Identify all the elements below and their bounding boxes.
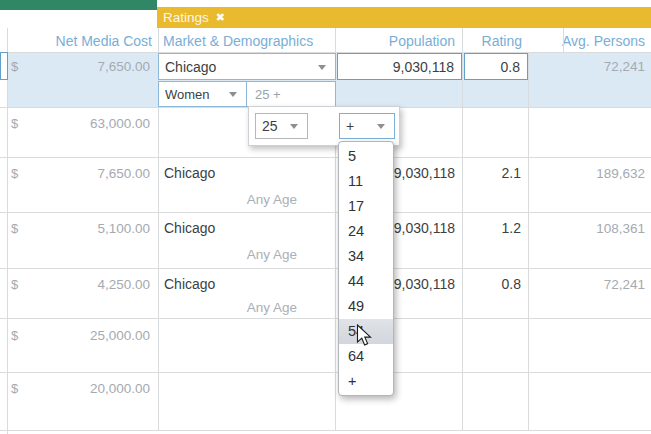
currency-symbol: $: [11, 59, 18, 75]
avg-persons-value: 189,632: [529, 166, 645, 182]
population-input-value: 9,030,118: [338, 59, 461, 75]
grid-line: [0, 372, 651, 373]
demographic-value: Any Age: [163, 300, 297, 316]
rating-value: 1.2: [462, 220, 521, 236]
rating-input-value: 0.8: [465, 59, 527, 75]
ratings-tab[interactable]: Ratings ✖: [157, 7, 651, 28]
age-range-editor-panel: 25 +: [248, 106, 400, 146]
chevron-down-icon[interactable]: [290, 124, 298, 129]
mouse-cursor-icon: [356, 324, 372, 347]
dropdown-item[interactable]: +: [339, 369, 393, 394]
rating-input[interactable]: 0.8: [464, 53, 528, 80]
market-combobox[interactable]: Chicago: [158, 53, 336, 80]
rating-value: 2.1: [462, 165, 521, 181]
dropdown-item[interactable]: 17: [339, 193, 393, 218]
market-value: Chicago: [164, 220, 215, 236]
ratings-tab-label: Ratings: [163, 10, 209, 25]
net-media-cost-value: 7,650.00: [40, 166, 150, 182]
avg-persons-value: 72,241: [529, 59, 645, 75]
gender-combobox[interactable]: Women: [158, 81, 247, 107]
chevron-down-icon[interactable]: [318, 65, 326, 70]
grid-line: [0, 318, 651, 319]
net-media-cost-value: 7,650.00: [40, 59, 150, 75]
net-media-cost-value: 5,100.00: [40, 221, 150, 237]
age-to-value: +: [340, 118, 354, 134]
dropdown-item[interactable]: 11: [339, 168, 393, 193]
chevron-down-icon[interactable]: [229, 92, 237, 97]
dropdown-item[interactable]: 34: [339, 243, 393, 268]
market-value: Chicago: [164, 165, 215, 181]
grid-line: [528, 52, 529, 430]
currency-symbol: $: [11, 381, 18, 397]
age-to-combobox[interactable]: +: [339, 113, 395, 139]
rating-value: 0.8: [462, 276, 521, 292]
dropdown-item[interactable]: 64: [339, 344, 393, 369]
column-header-population[interactable]: Population: [335, 33, 455, 49]
column-header-net-media-cost[interactable]: Net Media Cost: [7, 33, 152, 49]
demographic-value: Any Age: [163, 247, 297, 263]
market-combobox-value: Chicago: [159, 59, 216, 75]
currency-symbol: $: [11, 166, 18, 182]
net-media-cost-value: 25,000.00: [40, 328, 150, 344]
net-media-cost-value: 20,000.00: [40, 381, 150, 397]
grid-line: [7, 28, 8, 434]
avg-persons-value: 72,241: [529, 277, 645, 293]
currency-symbol: $: [11, 221, 18, 237]
dropdown-item[interactable]: 44: [339, 268, 393, 293]
close-icon[interactable]: ✖: [216, 11, 225, 24]
currency-symbol: $: [11, 277, 18, 293]
column-header-avg-persons[interactable]: Avg. Persons: [529, 33, 645, 49]
avg-persons-value: 108,361: [529, 221, 645, 237]
age-range-field[interactable]: 25 +: [246, 81, 336, 107]
grid-line: [0, 212, 651, 213]
grid-line: [563, 28, 564, 52]
age-from-value: 25: [256, 118, 278, 134]
age-range-field-value: 25 +: [247, 87, 281, 102]
toolbar-green-strip: [0, 0, 157, 10]
age-from-combobox[interactable]: 25: [255, 113, 308, 139]
row-handle-cell[interactable]: [0, 52, 8, 80]
demographic-value: Any Age: [163, 192, 297, 208]
grid-line: [0, 430, 651, 431]
net-media-cost-value: 63,000.00: [40, 116, 150, 132]
net-media-cost-value: 4,250.00: [40, 277, 150, 293]
column-header-rating[interactable]: Rating: [462, 33, 522, 49]
column-header-market-demographics[interactable]: Market & Demographics: [163, 33, 313, 49]
gender-combobox-value: Women: [159, 87, 210, 102]
dropdown-item[interactable]: 49: [339, 294, 393, 319]
grid-line: [0, 268, 651, 269]
dropdown-list: 5 11 17 24 34 44 49 54 64 +: [338, 141, 394, 396]
currency-symbol: $: [11, 116, 18, 132]
ratings-grid: Ratings ✖ Net Media Cost Market & Demogr…: [0, 0, 651, 434]
chevron-down-icon[interactable]: [377, 124, 385, 129]
dropdown-item[interactable]: 5: [339, 143, 393, 168]
grid-line: [0, 157, 651, 158]
currency-symbol: $: [11, 328, 18, 344]
market-value: Chicago: [164, 276, 215, 292]
dropdown-item[interactable]: 24: [339, 218, 393, 243]
population-input[interactable]: 9,030,118: [337, 53, 462, 80]
